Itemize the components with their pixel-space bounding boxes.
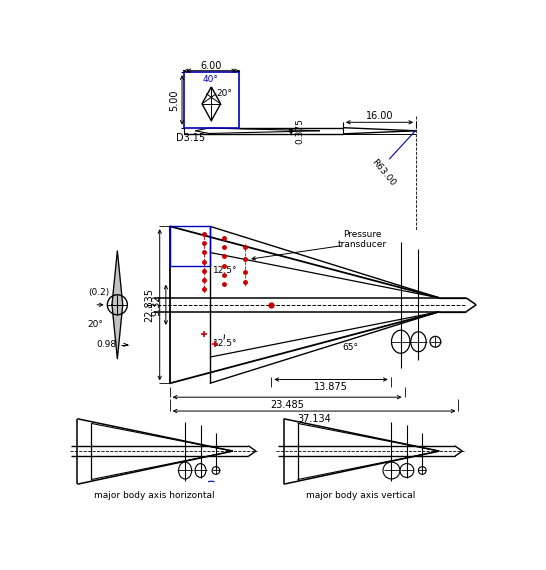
Polygon shape	[112, 251, 123, 359]
Text: R63.00: R63.00	[369, 158, 397, 188]
Text: Pressure
transducer: Pressure transducer	[337, 230, 387, 249]
Text: D3.15: D3.15	[176, 133, 205, 144]
Text: 23.485: 23.485	[270, 400, 304, 410]
Text: 0.375: 0.375	[296, 118, 305, 144]
Text: 20°: 20°	[216, 89, 232, 98]
Text: 6.00: 6.00	[200, 61, 222, 71]
Text: 65°: 65°	[343, 343, 359, 352]
Text: 22.835: 22.835	[145, 288, 155, 322]
Text: 0.98: 0.98	[97, 340, 117, 349]
Text: 37.134: 37.134	[297, 414, 330, 424]
Bar	[183, 72, 239, 128]
Text: 12.5°: 12.5°	[213, 266, 238, 275]
Text: major body axis vertical: major body axis vertical	[306, 491, 416, 500]
Text: 20°: 20°	[88, 320, 104, 329]
Text: 16.00: 16.00	[366, 111, 393, 121]
Text: 13.875: 13.875	[314, 382, 348, 392]
Text: 12.5°: 12.5°	[213, 339, 238, 348]
Text: 40°: 40°	[203, 75, 218, 84]
Text: (0.2): (0.2)	[88, 288, 109, 297]
Text: major body axis horizontal: major body axis horizontal	[94, 491, 215, 500]
Text: 5.00: 5.00	[169, 89, 179, 111]
Text: 9.32: 9.32	[152, 294, 162, 316]
Bar	[170, 226, 210, 266]
